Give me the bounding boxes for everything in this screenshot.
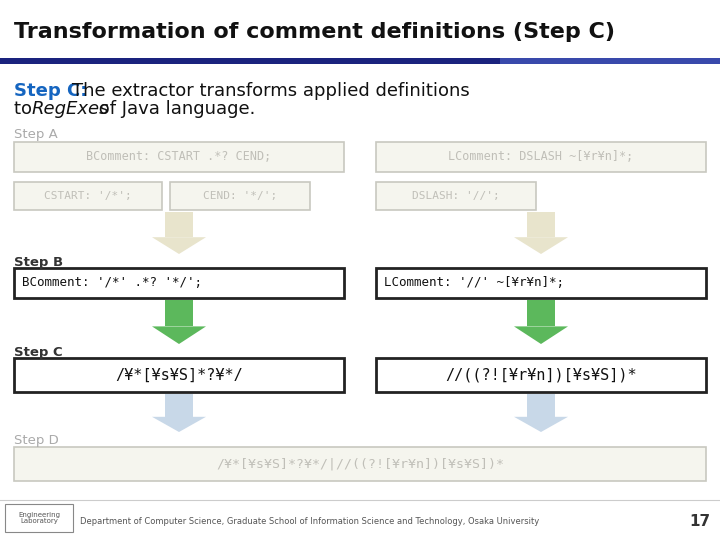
Bar xyxy=(170,182,310,210)
Text: /¥*[¥s¥S]*?¥*/|//((?![¥r¥n])[¥s¥S])*: /¥*[¥s¥S]*?¥*/|//((?![¥r¥n])[¥s¥S])* xyxy=(216,457,504,470)
Bar xyxy=(14,142,344,172)
Text: BComment: CSTART .*? CEND;: BComment: CSTART .*? CEND; xyxy=(86,151,271,164)
Bar xyxy=(165,300,193,326)
Text: LComment: DSLASH ~[¥r¥n]*;: LComment: DSLASH ~[¥r¥n]*; xyxy=(449,151,634,164)
Bar xyxy=(14,268,344,298)
Text: Step B: Step B xyxy=(14,256,63,269)
Text: Step C:: Step C: xyxy=(14,82,87,100)
Bar xyxy=(14,182,162,210)
Bar xyxy=(527,212,555,237)
Polygon shape xyxy=(514,417,568,432)
Bar xyxy=(376,182,536,210)
Text: CEND: '*/';: CEND: '*/'; xyxy=(203,191,277,201)
Bar xyxy=(0,58,500,64)
Bar xyxy=(5,504,73,532)
Text: to: to xyxy=(14,100,37,118)
Text: LComment: '//' ~[¥r¥n]*;: LComment: '//' ~[¥r¥n]*; xyxy=(384,276,564,289)
Bar xyxy=(376,268,706,298)
Text: CSTART: '/*';: CSTART: '/*'; xyxy=(44,191,132,201)
Text: Step C: Step C xyxy=(14,346,63,359)
Text: Department of Computer Science, Graduate School of Information Science and Techn: Department of Computer Science, Graduate… xyxy=(80,517,539,526)
Bar xyxy=(527,394,555,417)
Text: //((?![¥r¥n])[¥s¥S])*: //((?![¥r¥n])[¥s¥S])* xyxy=(445,368,636,382)
Text: Transformation of comment definitions (Step C): Transformation of comment definitions (S… xyxy=(14,22,615,42)
Bar xyxy=(14,358,344,392)
Bar xyxy=(0,0,720,58)
Text: 17: 17 xyxy=(689,515,710,530)
Bar xyxy=(376,358,706,392)
Text: Step D: Step D xyxy=(14,434,59,447)
Polygon shape xyxy=(152,417,206,432)
Text: Engineering
Laboratory: Engineering Laboratory xyxy=(18,511,60,524)
Text: DSLASH: '//';: DSLASH: '//'; xyxy=(412,191,500,201)
Text: Step A: Step A xyxy=(14,128,58,141)
Text: /¥*[¥s¥S]*?¥*/: /¥*[¥s¥S]*?¥*/ xyxy=(115,368,243,382)
Bar xyxy=(165,212,193,237)
Polygon shape xyxy=(514,326,568,344)
Bar xyxy=(376,142,706,172)
Text: The extractor transforms applied definitions: The extractor transforms applied definit… xyxy=(72,82,469,100)
Text: BComment: '/*' .*? '*/';: BComment: '/*' .*? '*/'; xyxy=(22,276,202,289)
Polygon shape xyxy=(152,237,206,254)
Text: of Java language.: of Java language. xyxy=(93,100,256,118)
Polygon shape xyxy=(514,237,568,254)
Text: RegExes: RegExes xyxy=(32,100,109,118)
Bar xyxy=(14,447,706,481)
Polygon shape xyxy=(152,326,206,344)
Bar xyxy=(527,300,555,326)
Bar xyxy=(500,58,720,64)
Bar xyxy=(165,394,193,417)
